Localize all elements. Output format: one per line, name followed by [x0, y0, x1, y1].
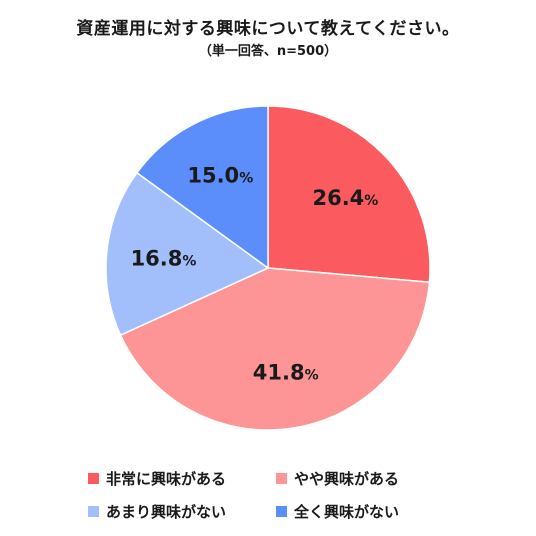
legend-item-somewhat-interested: やや興味がある — [276, 468, 476, 489]
chart-title: 資産運用に対する興味について教えてください。 — [76, 19, 460, 39]
legend-item-not-very-interested: あまり興味がない — [88, 501, 276, 522]
legend-item-very-interested: 非常に興味がある — [88, 468, 276, 489]
pie-slice-not-very-interested — [105, 171, 270, 337]
legend-label: やや興味がある — [294, 470, 400, 488]
legend-swatch — [88, 473, 99, 484]
pie-label-not-very-interested: 16.8% — [131, 247, 197, 271]
legend-label: あまり興味がない — [106, 503, 227, 521]
legend-label: 非常に興味がある — [106, 470, 227, 488]
pie-label-not-interested: 15.0% — [187, 163, 253, 187]
legend: 非常に興味がある やや興味がある あまり興味がない 全く興味がない — [88, 468, 488, 522]
pie-slice-very-interested — [267, 105, 431, 284]
pie-label-somewhat-interested: 41.8% — [253, 361, 319, 385]
legend-swatch — [276, 473, 287, 484]
chart-subtitle: （単一回答、n=500） — [198, 44, 338, 59]
pie-slice-somewhat-interested — [119, 267, 431, 431]
pie-label-very-interested: 26.4% — [312, 186, 378, 210]
legend-swatch — [276, 506, 287, 517]
legend-swatch — [88, 506, 99, 517]
legend-item-not-interested: 全く興味がない — [276, 501, 476, 522]
legend-label: 全く興味がない — [294, 503, 400, 521]
pie-slice-not-interested — [135, 105, 269, 270]
